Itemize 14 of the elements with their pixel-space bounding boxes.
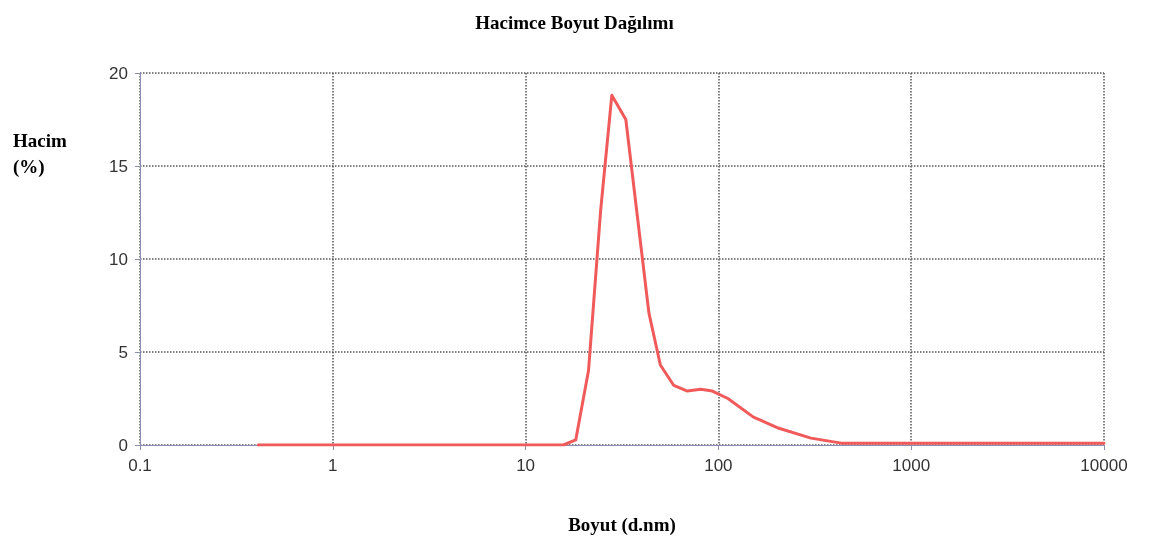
x-tick-label: 10 (516, 456, 536, 475)
x-axis-title: Boyut (d.nm) (568, 514, 676, 536)
x-tick-label: 100 (704, 456, 733, 475)
y-tick-label: 0 (118, 435, 128, 455)
y-tick-label: 10 (109, 249, 128, 269)
x-tick-label: 10000 (1080, 456, 1128, 475)
y-tick-label: 15 (109, 156, 128, 176)
x-tick-label: 1 (328, 456, 338, 475)
x-tick-label: 0.1 (128, 456, 152, 475)
y-tick-label: 5 (118, 342, 128, 362)
y-tick-label: 20 (109, 63, 128, 83)
x-tick-label: 1000 (892, 456, 931, 475)
chart-title: Hacimce Boyut Dağılımı (475, 12, 674, 33)
y-axis-title: Hacim (%) (13, 129, 67, 178)
